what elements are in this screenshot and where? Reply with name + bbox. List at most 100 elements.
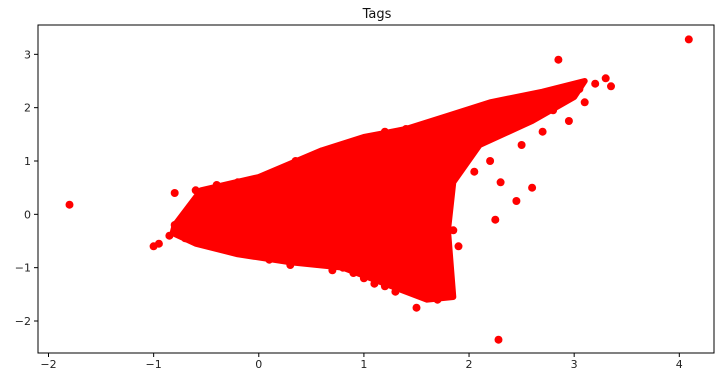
data-point [380, 282, 389, 291]
data-point [491, 215, 500, 224]
data-point [149, 242, 158, 251]
data-point [417, 141, 426, 149]
data-point [480, 119, 489, 128]
y-tick-label: −2 [15, 315, 31, 328]
data-point [554, 55, 563, 64]
data-point [191, 226, 200, 235]
data-point [684, 35, 693, 44]
data-point [444, 197, 452, 205]
data-point [296, 191, 305, 200]
data-point [223, 245, 232, 253]
data-point [181, 234, 190, 243]
data-point [175, 226, 184, 235]
data-point [202, 239, 211, 248]
data-point [365, 165, 374, 173]
data-point [317, 258, 326, 267]
data-point [549, 106, 558, 115]
data-point [359, 274, 368, 283]
data-point [312, 183, 321, 192]
data-point [275, 167, 284, 176]
data-point [170, 221, 179, 229]
data-point [423, 119, 431, 128]
data-point [286, 261, 295, 269]
data-point [564, 117, 573, 125]
data-point [501, 111, 510, 120]
y-tick-label: 1 [24, 155, 31, 168]
data-point [380, 127, 389, 136]
data-point [435, 178, 444, 187]
data-point [580, 98, 589, 107]
plot-area [37, 24, 715, 354]
x-tick-label: 3 [571, 358, 578, 369]
data-point [402, 125, 410, 133]
data-point [354, 162, 363, 171]
data-point [275, 242, 284, 251]
data-point [65, 200, 74, 209]
data-point [475, 130, 484, 139]
data-point [212, 231, 221, 240]
data-point [170, 189, 179, 197]
data-point [218, 218, 226, 227]
data-point [575, 85, 584, 93]
data-point [296, 250, 305, 259]
data-point [186, 205, 195, 213]
data-point [465, 130, 473, 139]
data-point [496, 178, 505, 187]
data-point [407, 154, 416, 163]
data-point [512, 197, 521, 205]
data-point [486, 157, 495, 165]
data-point [165, 231, 174, 240]
data-point [333, 173, 342, 181]
data-point [260, 207, 268, 216]
data-point [533, 111, 542, 120]
data-point [559, 90, 568, 99]
data-point [591, 79, 600, 88]
data-point [494, 335, 503, 344]
data-point [444, 271, 452, 280]
data-point [538, 127, 547, 136]
data-point [307, 258, 316, 267]
data-point [233, 178, 242, 187]
x-tick-label: −2 [40, 358, 56, 369]
data-point [438, 117, 447, 125]
data-point [423, 253, 431, 261]
chart-title: Tags [362, 7, 392, 22]
data-point [475, 106, 484, 115]
data-point [402, 274, 410, 283]
data-point [338, 143, 347, 152]
data-point [522, 103, 531, 112]
data-point [239, 213, 247, 221]
axes-frame [37, 24, 715, 354]
x-tick-label: 2 [466, 358, 473, 369]
data-point [459, 138, 468, 147]
data-point [338, 263, 347, 272]
data-point [265, 255, 274, 264]
data-point [207, 199, 216, 208]
data-point [270, 189, 279, 197]
data-point [449, 114, 458, 123]
data-point [328, 266, 337, 275]
x-axis-ticks: −2 −1 0 1 2 3 4 [40, 353, 683, 369]
data-point [349, 269, 358, 277]
data-point [291, 157, 300, 165]
data-point [302, 181, 311, 189]
data-point [370, 279, 379, 288]
data-point [396, 146, 405, 155]
data-point [244, 247, 253, 256]
data-point [281, 199, 290, 208]
data-point [228, 194, 237, 203]
data-point [391, 287, 400, 296]
data-point [470, 167, 479, 176]
data-point [601, 74, 610, 83]
data-point [454, 242, 463, 251]
x-tick-label: 4 [676, 358, 683, 369]
y-axis-ticks: −2 −1 0 1 2 3 [15, 48, 38, 328]
data-point [459, 111, 468, 120]
data-point [317, 151, 326, 160]
data-point [191, 186, 200, 195]
data-point [359, 135, 368, 144]
data-point [344, 170, 353, 179]
x-tick-label: −1 [146, 358, 162, 369]
data-point [254, 237, 263, 245]
